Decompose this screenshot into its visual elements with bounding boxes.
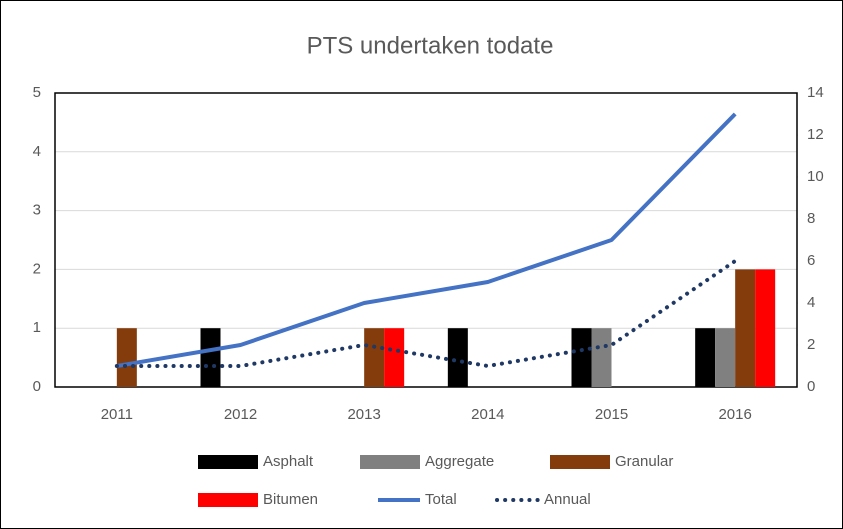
y2-tick-label: 10: [807, 168, 824, 185]
legend-swatch: [198, 455, 258, 469]
bar: [715, 328, 736, 387]
legend-label: Aggregate: [425, 453, 494, 470]
bar: [591, 328, 612, 387]
line-series: [114, 259, 738, 368]
bar: [384, 328, 405, 387]
y2-tick-label: 14: [807, 84, 824, 101]
x-tick-label: 2013: [347, 406, 380, 423]
chart-title: PTS undertaken todate: [307, 32, 554, 59]
x-tick-label: 2015: [595, 406, 628, 423]
y-tick-label: 1: [33, 319, 41, 336]
x-tick-label: 2016: [718, 406, 751, 423]
legend-label: Asphalt: [263, 453, 314, 470]
legend-swatch: [550, 455, 610, 469]
legend-label: Granular: [615, 453, 673, 470]
x-tick-label: 2011: [101, 406, 133, 423]
legend-swatch: [360, 455, 420, 469]
x-tick-label: 2014: [471, 406, 504, 423]
y-tick-label: 5: [33, 84, 41, 101]
y-tick-label: 4: [33, 143, 41, 160]
legend-swatch: [198, 493, 258, 507]
bar: [695, 328, 716, 387]
y2-tick-label: 4: [807, 294, 815, 311]
y2-tick-label: 2: [807, 336, 815, 353]
y-tick-label: 3: [33, 202, 41, 219]
bar: [571, 328, 592, 387]
bar: [200, 328, 221, 387]
x-tick-label: 2012: [224, 406, 257, 423]
bar: [116, 328, 137, 387]
line-series: [116, 112, 737, 368]
y2-tick-label: 8: [807, 210, 815, 227]
bar: [447, 328, 468, 387]
bar: [735, 269, 756, 387]
y2-tick-label: 6: [807, 252, 815, 269]
bar: [364, 328, 385, 387]
legend-label: Annual: [544, 491, 591, 508]
y-tick-label: 0: [33, 378, 41, 395]
y2-tick-label: 0: [807, 378, 815, 395]
y2-tick-label: 12: [807, 126, 824, 143]
y-tick-label: 2: [33, 260, 41, 277]
legend-label: Bitumen: [263, 491, 318, 508]
bar: [755, 269, 776, 387]
legend-label: Total: [425, 491, 457, 508]
plot-border: [54, 92, 798, 388]
